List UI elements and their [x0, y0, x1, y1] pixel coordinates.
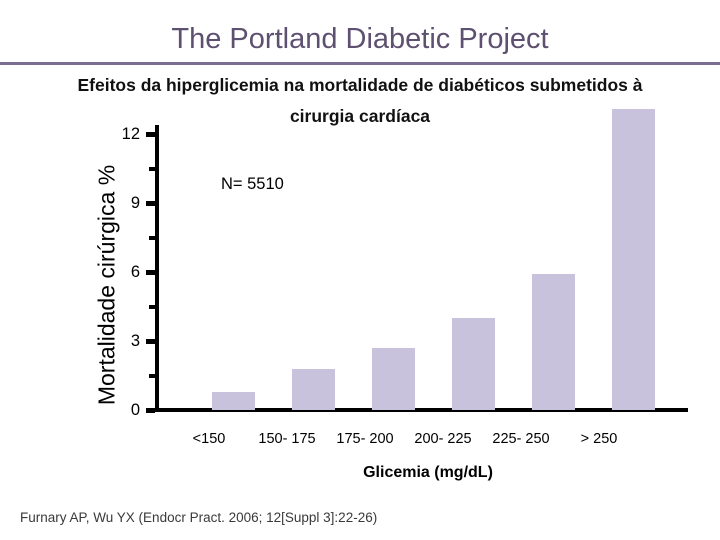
y-tick-minor: [149, 235, 155, 240]
bar: [532, 274, 575, 410]
bar: [292, 369, 335, 410]
x-axis-title: Glicemia (mg/dL): [363, 464, 493, 481]
y-tick-major: [146, 408, 155, 413]
y-tick-label: 3: [130, 332, 140, 350]
sample-size-annotation: N= 5510: [221, 175, 284, 193]
y-tick-major: [146, 270, 155, 275]
x-axis-line: [148, 408, 688, 412]
y-tick-label: 6: [130, 263, 140, 281]
bar: [452, 318, 495, 410]
slide-subtitle-line2: cirurgia cardíaca: [289, 106, 431, 126]
x-category-label: 200- 225: [414, 431, 472, 447]
slide-subtitle-line1: Efeitos da hiperglicemia na mortalidade …: [77, 75, 643, 95]
y-tick-label: 12: [121, 125, 140, 143]
x-category-label: 225- 250: [492, 431, 550, 447]
x-category-label: > 250: [580, 431, 618, 447]
y-tick-major: [146, 132, 155, 137]
y-tick-minor: [149, 304, 155, 309]
citation-text: Furnary AP, Wu YX (Endocr Pract. 2006; 1…: [20, 510, 378, 525]
y-tick-major: [146, 201, 155, 206]
x-category-label: 150- 175: [258, 431, 316, 447]
y-axis-line: [155, 125, 159, 412]
slide-title: The Portland Diabetic Project: [171, 23, 549, 55]
y-tick-major: [146, 339, 155, 344]
y-tick-label: 9: [130, 194, 140, 212]
y-tick-label: 0: [130, 401, 140, 419]
bar: [212, 392, 255, 410]
x-category-label: <150: [192, 431, 226, 447]
bar: [372, 348, 415, 410]
bar: [612, 109, 655, 410]
y-tick-minor: [149, 373, 155, 378]
title-divider-line: [0, 62, 720, 65]
y-tick-minor: [149, 166, 155, 171]
x-category-label: 175- 200: [336, 431, 394, 447]
